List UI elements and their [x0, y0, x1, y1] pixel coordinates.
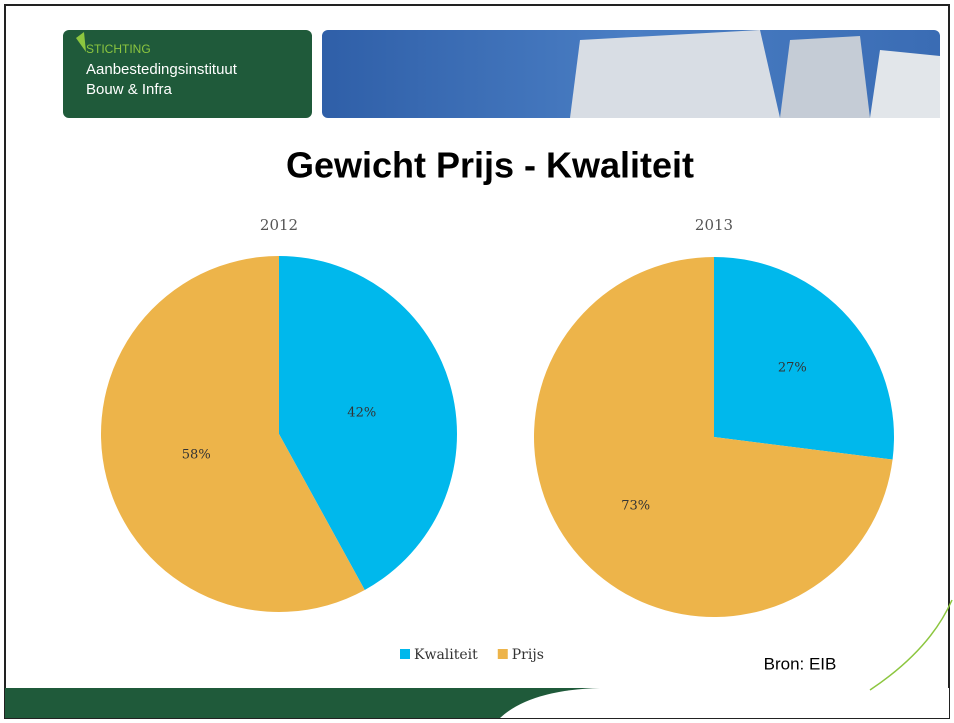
pie-slice [714, 257, 894, 460]
legend-swatch [497, 649, 508, 659]
slice-label: 27% [778, 360, 807, 375]
source-note: Bron: EIB [764, 654, 837, 673]
logo-mark [76, 32, 86, 52]
slice-label: 58% [182, 448, 211, 463]
pie-title: 2012 [260, 216, 298, 234]
deco-curve [869, 599, 953, 691]
logo-box [63, 30, 312, 118]
slice-label: 73% [621, 499, 650, 514]
logo-sub: Bouw & Infra [86, 81, 173, 98]
building [570, 30, 940, 118]
legend-label: Kwaliteit [414, 647, 478, 663]
legend-swatch [400, 649, 410, 659]
pie-title: 2013 [695, 216, 733, 234]
slide-title: Gewicht Prijs - Kwaliteit [286, 145, 694, 186]
pie-slice [101, 255, 365, 612]
pie-slice [279, 256, 458, 590]
pie-slice [533, 257, 893, 617]
legend-label: Prijs [512, 647, 544, 663]
slice-label: 42% [347, 405, 376, 420]
footer-curve [500, 688, 949, 718]
logo-label: STICHTING [86, 42, 151, 56]
logo-name: Aanbestedingsinstituut [86, 61, 238, 78]
